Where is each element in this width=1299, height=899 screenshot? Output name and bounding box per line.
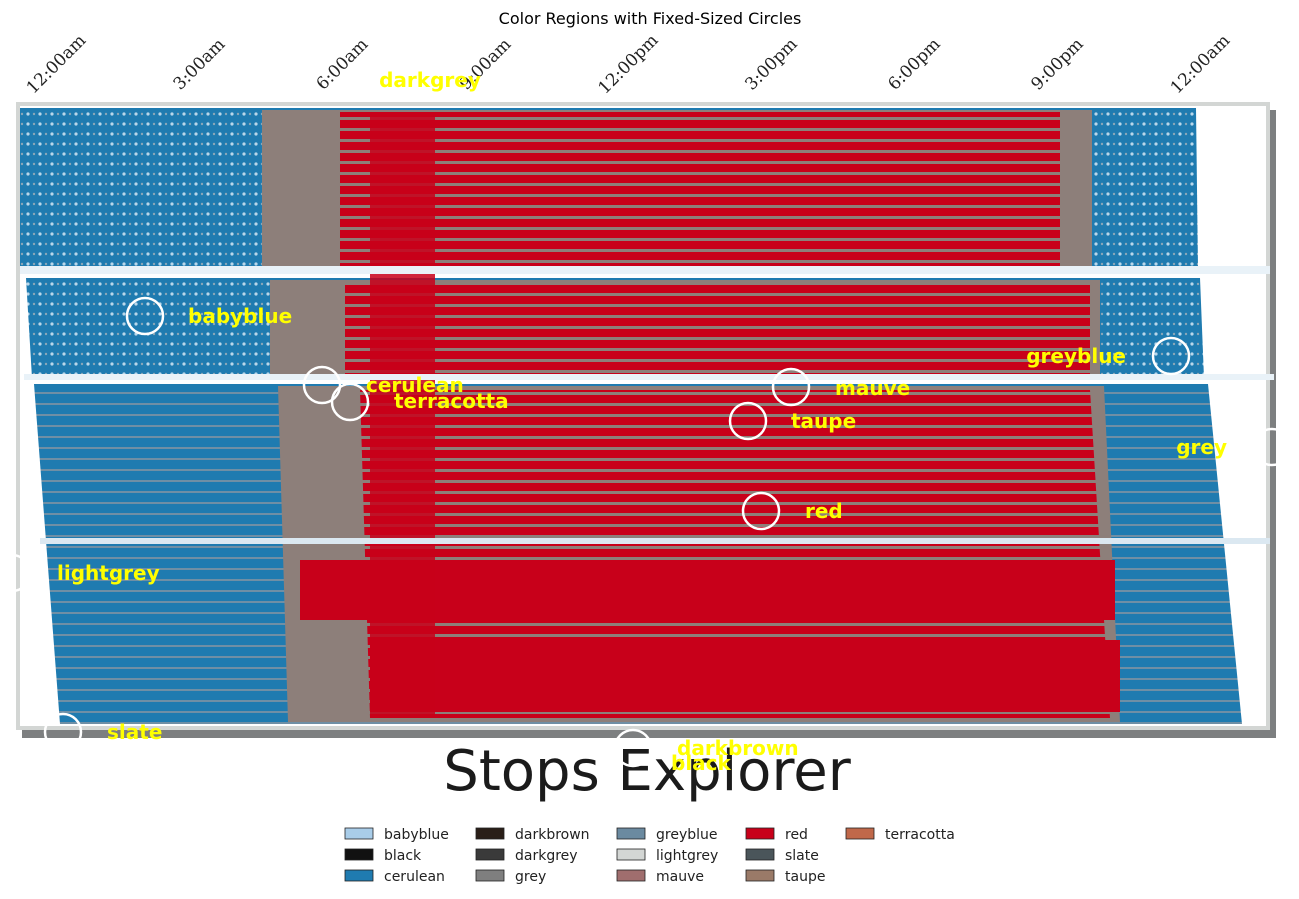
annotation-circle-terracotta bbox=[330, 382, 370, 422]
legend-label-darkgrey: darkgrey bbox=[515, 848, 578, 864]
legend-label-greyblue: greyblue bbox=[656, 827, 718, 843]
annotations: darkgrey babyblue greyblue ceruleanterracot… bbox=[0, 68, 1292, 775]
annotation-label-terracotta: terracotta bbox=[394, 389, 509, 413]
annotation-label-red: red bbox=[805, 499, 843, 523]
annotation-circle-mauve bbox=[771, 367, 811, 407]
legend-label-black: black bbox=[384, 848, 422, 864]
x-tick-label: 3:00am bbox=[170, 35, 230, 95]
legend-swatch-terracotta bbox=[845, 827, 875, 840]
legend-label-grey: grey bbox=[515, 869, 546, 885]
legend-swatch-greyblue bbox=[616, 827, 646, 840]
annotation-label-grey: grey bbox=[1176, 435, 1227, 459]
x-tick-label: 6:00am bbox=[313, 35, 373, 95]
legend-label-lightgrey: lightgrey bbox=[656, 848, 718, 864]
legend-swatch-lightgrey bbox=[616, 848, 646, 861]
legend-label-babyblue: babyblue bbox=[384, 827, 449, 843]
annotation-circle-lightgrey bbox=[0, 553, 32, 593]
legend-label-red: red bbox=[785, 827, 808, 843]
annotation-label-slate: slate bbox=[107, 720, 162, 744]
legend-swatch-slate bbox=[745, 848, 775, 861]
annotation-circle-babyblue bbox=[125, 296, 165, 336]
annotation-label-mauve: mauve bbox=[835, 376, 910, 400]
annotation-label-cerulean: cerulean bbox=[366, 373, 464, 397]
annotation-circle-red bbox=[741, 491, 781, 531]
legend-label-slate: slate bbox=[785, 848, 819, 864]
legend-swatch-babyblue bbox=[344, 827, 374, 840]
annotation-label-taupe: taupe bbox=[791, 409, 856, 433]
annotation-circle-darkbrown bbox=[613, 728, 653, 768]
x-tick-label: 12:00am bbox=[1167, 31, 1234, 98]
legend-label-terracotta: terracotta bbox=[885, 827, 955, 843]
annotation-circle-greyblue bbox=[1151, 336, 1191, 376]
annotation-circle-grey bbox=[1252, 427, 1292, 467]
x-tick-label: 12:00pm bbox=[595, 31, 663, 99]
x-tick-labels: 12:00am 3:00am 6:00am 9:00am 12:00pm 3:00pm 6:… bbox=[23, 31, 1234, 99]
annotation-circle-cerulean bbox=[302, 365, 342, 405]
x-tick-label: 9:00pm bbox=[1027, 34, 1087, 94]
legend-label-darkbrown: darkbrown bbox=[515, 827, 590, 843]
legend-swatch-mauve bbox=[616, 869, 646, 882]
annotation-label-darkbrown: darkbrown bbox=[677, 736, 799, 760]
heatmap-image bbox=[16, 102, 1276, 738]
annotation-label-lightgrey: lightgrey bbox=[57, 561, 160, 585]
annotation-label-darkgrey: darkgrey bbox=[379, 68, 481, 92]
legend-swatch-cerulean bbox=[344, 869, 374, 882]
legend-swatch-grey bbox=[475, 869, 505, 882]
legend-swatch-black bbox=[344, 848, 374, 861]
x-tick-label: 6:00pm bbox=[884, 34, 944, 94]
legend-swatch-red bbox=[745, 827, 775, 840]
chart-title: Color Regions with Fixed-Sized Circles bbox=[499, 9, 802, 28]
legend-label-mauve: mauve bbox=[656, 869, 704, 885]
legend-label-cerulean: cerulean bbox=[384, 869, 445, 885]
x-tick-label: 12:00am bbox=[23, 31, 90, 98]
legend: babyblue black cerulean darkbrown darkgrey gr… bbox=[344, 827, 955, 885]
image-caption: Stops Explorer bbox=[443, 739, 851, 804]
legend-swatch-taupe bbox=[745, 869, 775, 882]
annotation-label-babyblue: babyblue bbox=[188, 304, 292, 328]
x-tick-label: 3:00pm bbox=[741, 34, 801, 94]
annotation-label-black: black bbox=[671, 751, 732, 775]
annotation-circle-slate bbox=[43, 712, 83, 752]
legend-swatch-darkbrown bbox=[475, 827, 505, 840]
annotation-label-greyblue: greyblue bbox=[1026, 344, 1126, 368]
legend-label-taupe: taupe bbox=[785, 869, 825, 885]
annotation-circle-taupe bbox=[728, 401, 768, 441]
legend-swatch-darkgrey bbox=[475, 848, 505, 861]
